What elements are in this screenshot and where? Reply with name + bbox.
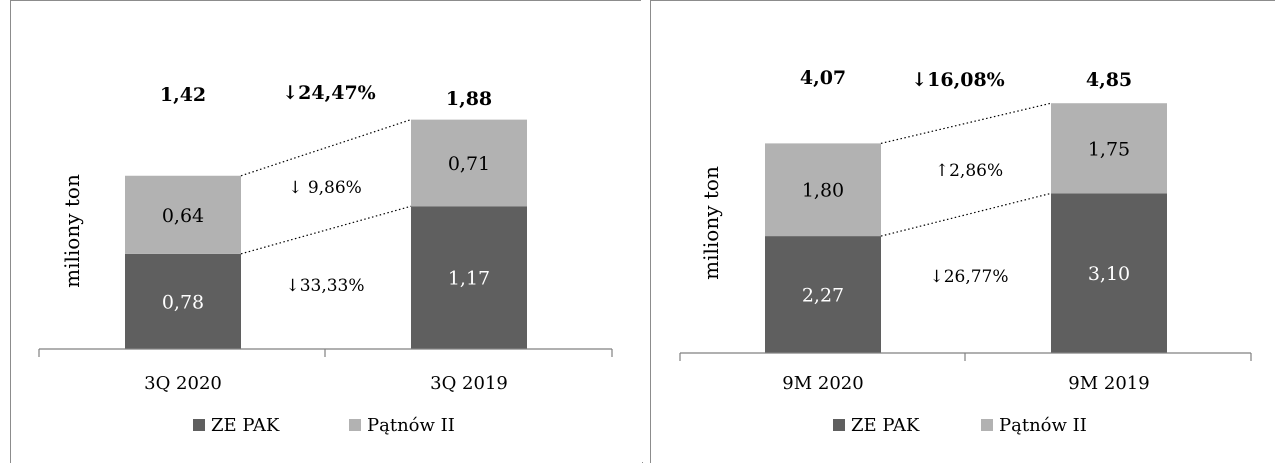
connector-line	[880, 102, 1052, 144]
y-axis-label: miliony ton	[699, 166, 723, 280]
total-label: 4,85	[1086, 69, 1132, 91]
bar-segment-patnow	[765, 143, 881, 237]
total-label: 4,07	[800, 67, 846, 89]
stacked-bar-chart-nine-months: 2,27 1,80 3,10 1,75 miliony ton 9M 2020 9M …	[679, 67, 1252, 436]
segment-value-label: 3,10	[1088, 263, 1130, 285]
legend-label-ze-pak: ZE PAK	[851, 415, 920, 436]
x-tick-label: 9M 2019	[1068, 373, 1149, 394]
bar-segment-ze-pak	[765, 236, 881, 353]
segment-value-label: 2,27	[802, 285, 844, 307]
chart-panel-nine-months: 2,27 1,80 3,10 1,75 miliony ton 9M 2020 9M …	[650, 0, 1275, 463]
segment-value-label: 1,75	[1088, 138, 1130, 160]
stacked-bar-chart-quarter: 0,78 0,64 1,17 0,71 miliony ton 3Q 2020 3Q …	[38, 82, 613, 436]
connector-line	[240, 205, 412, 255]
total-label: 1,88	[446, 88, 492, 110]
legend-swatch-ze-pak	[833, 419, 845, 431]
patnow-change-label: ↓ 9,86%	[288, 178, 362, 198]
legend-label-patnow: Pątnów II	[367, 415, 455, 436]
segment-value-label: 1,80	[802, 180, 844, 202]
legend-label-ze-pak: ZE PAK	[211, 415, 280, 436]
x-tick-label: 3Q 2020	[144, 373, 222, 394]
total-label: 1,42	[160, 84, 206, 106]
bar-segment-patnow	[1051, 103, 1167, 194]
chart-panel-quarter: 0,78 0,64 1,17 0,71 miliony ton 3Q 2020 3Q …	[10, 0, 643, 463]
ze-pak-change-label: ↓33,33%	[285, 276, 364, 296]
legend-swatch-ze-pak	[193, 419, 205, 431]
y-axis-label: miliony ton	[60, 174, 84, 288]
bar-segment-ze-pak	[125, 253, 241, 349]
bar-segment-ze-pak	[1051, 193, 1167, 353]
x-tick-label: 9M 2020	[782, 373, 863, 394]
segment-value-label: 1,17	[448, 268, 490, 290]
ze-pak-change-label: ↓26,77%	[929, 267, 1008, 287]
bar-segment-patnow	[411, 119, 527, 207]
legend-label-patnow: Pątnów II	[999, 415, 1087, 436]
segment-value-label: 0,71	[448, 153, 490, 175]
segment-value-label: 0,64	[162, 205, 204, 227]
legend-swatch-patnow	[981, 419, 993, 431]
panel-divider	[641, 0, 650, 462]
connector-line	[880, 192, 1052, 237]
legend-swatch-patnow	[349, 419, 361, 431]
segment-value-label: 0,78	[162, 291, 204, 313]
connector-line	[240, 119, 412, 177]
patnow-change-label: ↑2,86%	[935, 161, 1003, 181]
bar-segment-patnow	[125, 175, 241, 254]
bar-segment-ze-pak	[411, 206, 527, 349]
x-tick-label: 3Q 2019	[430, 373, 508, 394]
total-change-label: ↓16,08%	[911, 69, 1004, 91]
total-change-label: ↓24,47%	[282, 82, 375, 104]
